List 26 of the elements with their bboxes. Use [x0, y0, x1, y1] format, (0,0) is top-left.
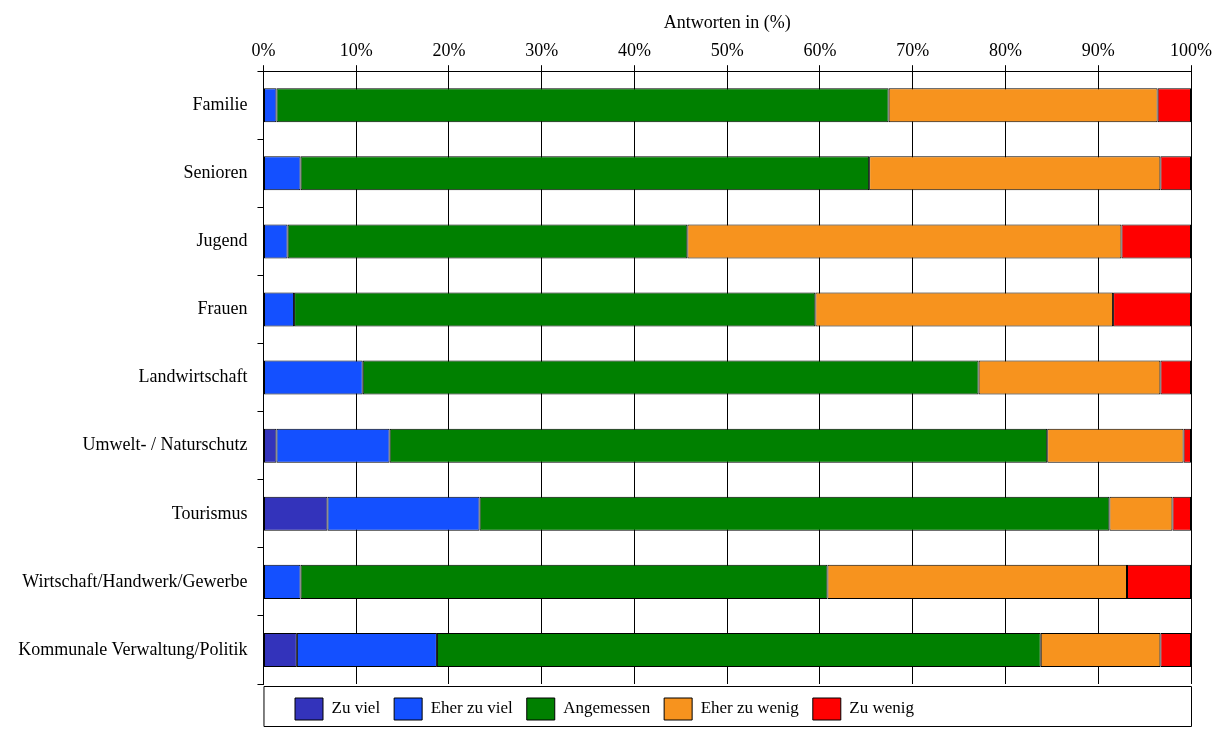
y-tick-label: Wirtschaft/Handwerk/Gewerbe — [22, 570, 248, 591]
x-tick-label: 10% — [339, 40, 373, 61]
y-tick-label: Jugend — [196, 230, 248, 251]
x-tick-label: 80% — [989, 40, 1022, 61]
x-tick-label: 90% — [1081, 40, 1115, 61]
y-tick-label: Senioren — [183, 162, 248, 183]
legend-label: Zu viel — [331, 698, 381, 718]
legend-label: Eher zu wenig — [700, 698, 800, 718]
x-tick-label: 40% — [617, 40, 651, 61]
y-tick-label: Tourismus — [171, 502, 248, 523]
y-tick-label: Familie — [192, 93, 248, 114]
legend-label: Zu wenig — [849, 698, 915, 718]
x-tick-label: 100% — [1170, 40, 1212, 61]
x-tick-label: 30% — [525, 40, 559, 61]
x-axis-title: Antworten in (%) — [663, 11, 791, 33]
y-tick-label: Kommunale Verwaltung/Politik — [18, 638, 248, 659]
legend-label: Eher zu viel — [430, 698, 514, 718]
x-tick-label: 50% — [710, 40, 744, 61]
x-tick-label: 70% — [896, 40, 930, 61]
legend-label: Angemessen — [563, 698, 651, 718]
y-tick-label: Landwirtschaft — [138, 366, 248, 387]
x-tick-label: 60% — [803, 40, 837, 61]
x-tick-label: 0% — [251, 40, 276, 61]
x-tick-label: 20% — [432, 40, 466, 61]
y-tick-label: Frauen — [197, 298, 248, 319]
y-tick-label: Umwelt- / Naturschutz — [82, 434, 248, 455]
